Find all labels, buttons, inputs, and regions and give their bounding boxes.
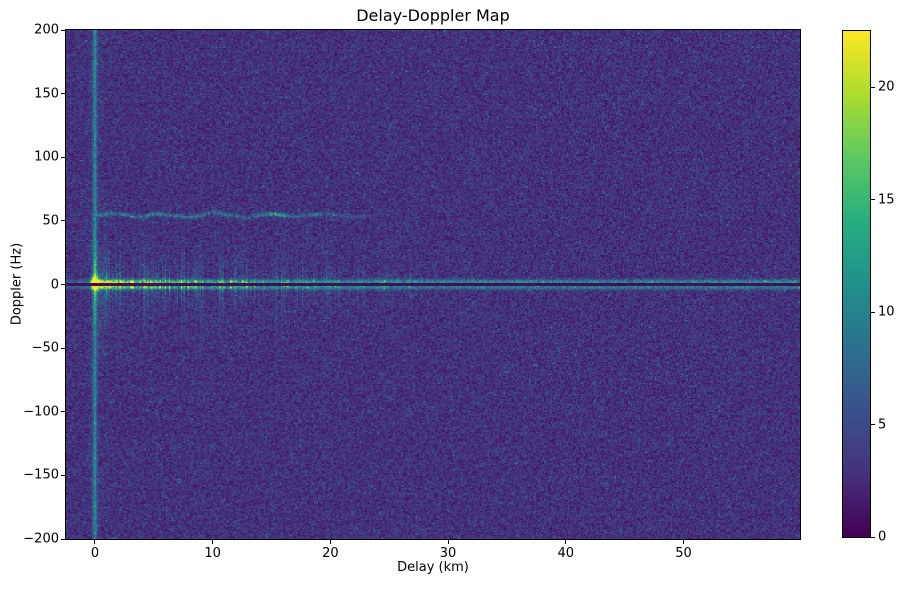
colorbar-tick-mark [871, 424, 875, 426]
colorbar-tick-mark [871, 311, 875, 313]
y-tick-label: 50 [42, 213, 59, 229]
plot-area [65, 29, 801, 540]
x-tick-label: 10 [204, 546, 221, 561]
y-tick-mark [61, 284, 65, 285]
y-tick-label: −100 [23, 404, 59, 420]
x-tick-mark [447, 540, 449, 544]
x-tick-label: 20 [322, 546, 339, 561]
y-tick-label: 150 [34, 86, 59, 102]
y-tick-mark [61, 411, 65, 413]
colorbar [842, 30, 871, 538]
colorbar-tick-label: 15 [878, 192, 895, 208]
colorbar-tick-label: 10 [878, 304, 895, 320]
x-tick-label: 30 [439, 546, 457, 561]
y-tick-mark [61, 93, 65, 95]
y-tick-label: −200 [23, 531, 59, 547]
x-tick-mark [94, 540, 96, 544]
colorbar-tick-mark [871, 199, 875, 201]
x-tick-label: 40 [557, 546, 575, 561]
y-tick-label: 100 [34, 149, 59, 165]
y-tick-mark [61, 538, 65, 540]
colorbar-tick-mark [871, 86, 875, 88]
x-tick-mark [565, 540, 567, 544]
y-tick-mark [61, 220, 65, 222]
x-tick-mark [682, 540, 684, 544]
y-tick-mark [61, 347, 65, 349]
colorbar-tick-label: 0 [878, 529, 887, 545]
y-tick-mark [61, 474, 65, 476]
x-tick-mark [329, 540, 331, 544]
x-tick-label: 50 [675, 546, 692, 561]
y-tick-label: 0 [50, 277, 59, 292]
y-tick-label: −50 [31, 340, 59, 356]
colorbar-tick-label: 20 [878, 79, 895, 95]
chart-title: Delay-Doppler Map [356, 6, 510, 25]
x-tick-mark [212, 540, 214, 544]
y-tick-label: −150 [23, 467, 59, 483]
colorbar-tick-mark [871, 536, 875, 538]
y-tick-mark [61, 156, 65, 158]
heatmap-canvas [66, 30, 800, 539]
x-tick-label: 0 [90, 546, 100, 561]
x-axis-label: Delay (km) [397, 560, 469, 575]
y-tick-mark [61, 29, 65, 31]
y-tick-label: 200 [34, 22, 59, 38]
colorbar-tick-label: 5 [878, 417, 887, 433]
colorbar-canvas [843, 31, 870, 537]
